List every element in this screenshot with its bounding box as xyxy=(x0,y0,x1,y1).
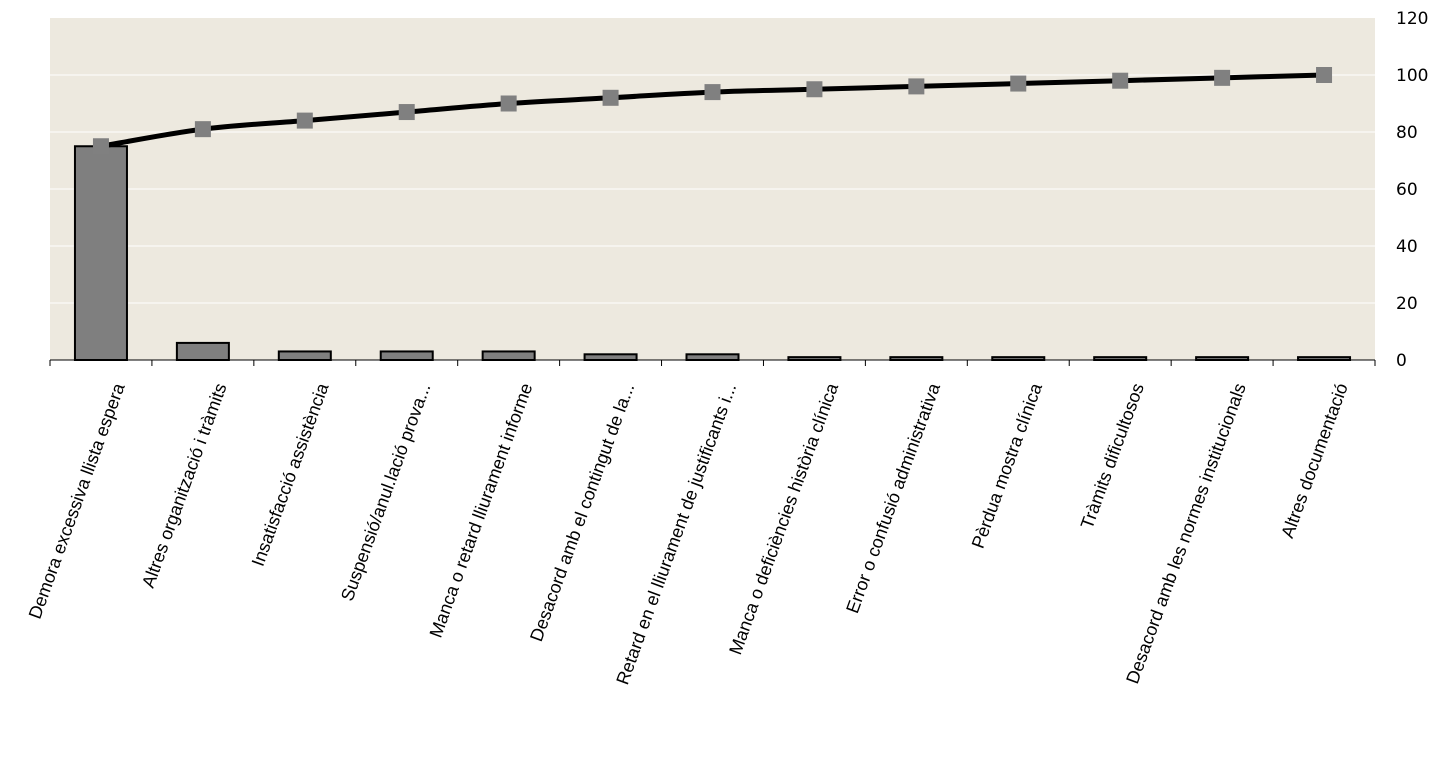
y-tick-label: 60 xyxy=(1396,180,1418,200)
y-tick-label: 100 xyxy=(1396,66,1428,86)
line-marker xyxy=(501,96,517,112)
category-labels: Demora excessiva llista espera Altres org… xyxy=(25,380,1352,688)
bar xyxy=(177,343,229,360)
y-tick-label: 0 xyxy=(1396,351,1407,371)
category-label: Desacord amb les normes institucionals xyxy=(1122,381,1250,687)
category-label: Manca o deficiències història clínica xyxy=(725,380,842,658)
category-label: Insatisfacció assistència xyxy=(248,380,333,569)
y-axis-ticks: 0 20 40 60 80 100 120 xyxy=(1396,9,1428,371)
line-marker xyxy=(195,121,211,137)
line-marker xyxy=(705,84,721,100)
line-marker xyxy=(1316,67,1332,83)
line-marker xyxy=(603,90,619,106)
category-label: Retard en el lliurament de justificants … xyxy=(612,381,740,688)
bar xyxy=(279,351,331,360)
category-label: Tràmits dificultosos xyxy=(1077,381,1148,532)
y-tick-label: 80 xyxy=(1396,123,1418,143)
bar xyxy=(75,146,127,360)
category-label: Desacord amb el contingut de la... xyxy=(526,381,638,645)
y-tick-label: 20 xyxy=(1396,294,1418,314)
line-marker xyxy=(93,138,109,154)
line-marker xyxy=(806,81,822,97)
line-marker xyxy=(1112,73,1128,89)
y-tick-label: 40 xyxy=(1396,237,1418,257)
category-label: Altres organització i tràmits xyxy=(138,381,231,591)
bar xyxy=(585,354,637,360)
category-label: Manca o retard lliurament informe xyxy=(426,381,537,641)
line-marker xyxy=(1010,76,1026,92)
y-tick-label: 120 xyxy=(1396,9,1428,29)
line-marker xyxy=(908,78,924,94)
line-marker xyxy=(297,113,313,129)
category-label: Suspensió/anul.lació prova... xyxy=(337,381,435,604)
bar xyxy=(483,351,535,360)
bar xyxy=(381,351,433,360)
category-label: Demora excessiva llista espera xyxy=(25,380,129,622)
category-label: Error o confusió administrativa xyxy=(842,380,944,616)
category-label: Pèrdua mostra clínica xyxy=(968,380,1047,551)
category-label: Altres documentació xyxy=(1277,381,1352,541)
line-marker xyxy=(399,104,415,120)
line-marker xyxy=(1214,70,1230,86)
bar xyxy=(687,354,739,360)
